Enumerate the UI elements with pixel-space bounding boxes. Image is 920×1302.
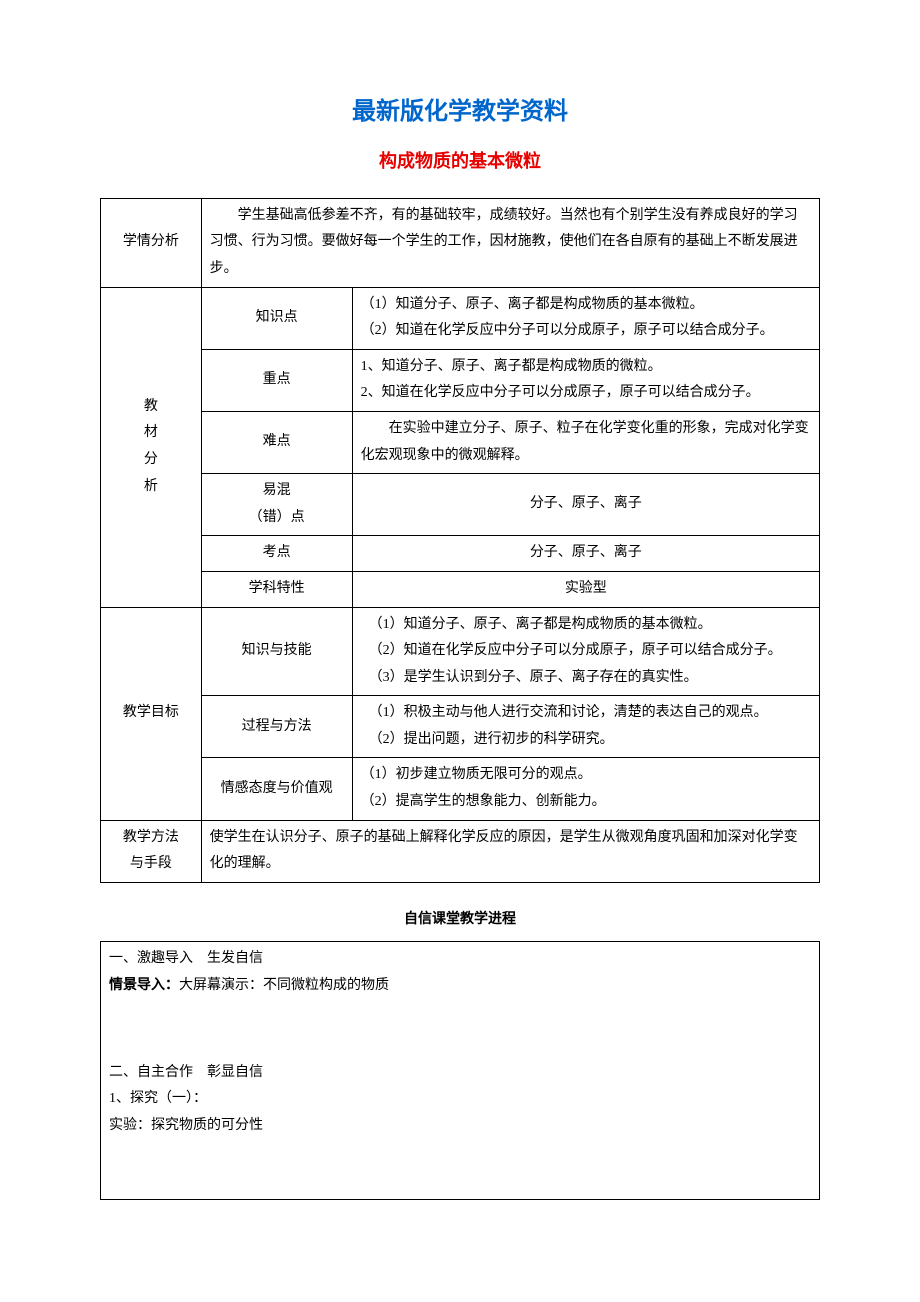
key-point-content: 1、知道分子、原子、离子都是构成物质的微粒。 2、知道在化学反应中分子可以分成原… bbox=[352, 349, 819, 411]
exam-point-label: 考点 bbox=[201, 536, 352, 572]
process-section1-title: 一、激趣导入 生发自信 bbox=[109, 946, 811, 973]
lesson-plan-table: 学情分析 学生基础高低参差不齐，有的基础较牢，成绩较好。当然也有个别学生没有养成… bbox=[100, 198, 820, 883]
knowledge-point-label: 知识点 bbox=[201, 287, 352, 349]
difficulty-label: 难点 bbox=[201, 411, 352, 473]
teaching-methods-content: 使学生在认识分子、原子的基础上解释化学反应的原因，是学生从微观角度巩固和加深对化… bbox=[201, 820, 819, 882]
student-analysis-label: 学情分析 bbox=[101, 198, 202, 287]
table-row: 易混 （错）点 分子、原子、离子 bbox=[101, 474, 820, 536]
table-row: 学情分析 学生基础高低参差不齐，有的基础较牢，成绩较好。当然也有个别学生没有养成… bbox=[101, 198, 820, 287]
table-row: 情感态度与价值观 （1）初步建立物质无限可分的观点。 （2）提高学生的想象能力、… bbox=[101, 758, 820, 820]
knowledge-skills-content: （1）知道分子、原子、离子都是构成物质的基本微粒。 （2）知道在化学反应中分子可… bbox=[352, 607, 819, 696]
subject-feature-content: 实验型 bbox=[352, 571, 819, 607]
process-heading: 自信课堂教学进程 bbox=[100, 907, 820, 934]
table-row: 难点 在实验中建立分子、原子、粒子在化学变化重的形象，完成对化学变化宏观现象中的… bbox=[101, 411, 820, 473]
process-section2-item1: 1、探究（一）： bbox=[109, 1086, 811, 1113]
teaching-objectives-label: 教学目标 bbox=[101, 607, 202, 820]
key-point-label: 重点 bbox=[201, 349, 352, 411]
difficulty-content: 在实验中建立分子、原子、粒子在化学变化重的形象，完成对化学变化宏观现象中的微观解… bbox=[352, 411, 819, 473]
teaching-methods-label: 教学方法 与手段 bbox=[101, 820, 202, 882]
table-row: 学科特性 实验型 bbox=[101, 571, 820, 607]
process-box: 一、激趣导入 生发自信 情景导入：大屏幕演示：不同微粒构成的物质 二、自主合作 … bbox=[100, 941, 820, 1200]
knowledge-point-content: （1）知道分子、原子、离子都是构成物质的基本微粒。 （2）知道在化学反应中分子可… bbox=[352, 287, 819, 349]
process-method-content: （1）积极主动与他人进行交流和讨论，清楚的表达自己的观点。 （2）提出问题，进行… bbox=[352, 696, 819, 758]
emotion-values-label: 情感态度与价值观 bbox=[201, 758, 352, 820]
table-row: 重点 1、知道分子、原子、离子都是构成物质的微粒。 2、知道在化学反应中分子可以… bbox=[101, 349, 820, 411]
exam-point-content: 分子、原子、离子 bbox=[352, 536, 819, 572]
table-row: 教学目标 知识与技能 （1）知道分子、原子、离子都是构成物质的基本微粒。 （2）… bbox=[101, 607, 820, 696]
table-row: 考点 分子、原子、离子 bbox=[101, 536, 820, 572]
intro-text: 大屏幕演示：不同微粒构成的物质 bbox=[179, 978, 389, 993]
confusion-content: 分子、原子、离子 bbox=[352, 474, 819, 536]
process-method-label: 过程与方法 bbox=[201, 696, 352, 758]
main-title: 最新版化学教学资料 bbox=[100, 90, 820, 136]
table-row: 教学方法 与手段 使学生在认识分子、原子的基础上解释化学反应的原因，是学生从微观… bbox=[101, 820, 820, 882]
sub-title: 构成物质的基本微粒 bbox=[100, 144, 820, 178]
table-row: 教材分析 知识点 （1）知道分子、原子、离子都是构成物质的基本微粒。 （2）知道… bbox=[101, 287, 820, 349]
student-analysis-content: 学生基础高低参差不齐，有的基础较牢，成绩较好。当然也有个别学生没有养成良好的学习… bbox=[201, 198, 819, 287]
table-row: 过程与方法 （1）积极主动与他人进行交流和讨论，清楚的表达自己的观点。 （2）提… bbox=[101, 696, 820, 758]
process-section1-intro: 情景导入：大屏幕演示：不同微粒构成的物质 bbox=[109, 973, 811, 1000]
process-section2-title: 二、自主合作 彰显自信 bbox=[109, 1060, 811, 1087]
process-section2-item2: 实验：探究物质的可分性 bbox=[109, 1113, 811, 1140]
subject-feature-label: 学科特性 bbox=[201, 571, 352, 607]
knowledge-skills-label: 知识与技能 bbox=[201, 607, 352, 696]
confusion-label: 易混 （错）点 bbox=[201, 474, 352, 536]
material-analysis-label: 教材分析 bbox=[101, 287, 202, 607]
emotion-values-content: （1）初步建立物质无限可分的观点。 （2）提高学生的想象能力、创新能力。 bbox=[352, 758, 819, 820]
intro-label: 情景导入： bbox=[109, 978, 179, 993]
